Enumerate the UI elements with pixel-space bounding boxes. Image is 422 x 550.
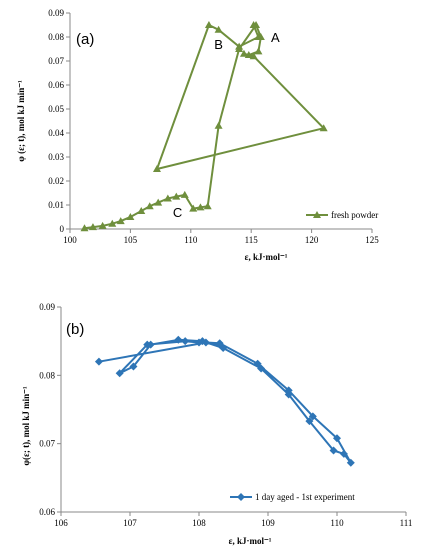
annotation-label: C (173, 205, 182, 220)
x-tick-label: 105 (124, 235, 138, 245)
legend-label-a: fresh powder (331, 210, 378, 220)
y-tick-label: 0.09 (48, 8, 64, 18)
data-point (329, 446, 338, 455)
data-point (181, 337, 190, 346)
x-tick-label: 107 (123, 518, 137, 528)
data-point (284, 386, 293, 395)
y-tick-label: 0.04 (48, 128, 64, 138)
y-tick-label: 0.06 (39, 507, 55, 517)
y-tick-label: 0.08 (39, 370, 55, 380)
chart-a: (a) 0 0.01 0.02 0.03 0.04 0.05 0.06 0.07 0.08 0.0… (16, 8, 379, 262)
x-tick-label: 111 (400, 518, 413, 528)
data-point (196, 203, 205, 211)
y-tick-label: 0.06 (48, 80, 64, 90)
data-point (129, 362, 138, 371)
data-point (239, 49, 248, 57)
data-point (154, 198, 163, 206)
annotation-label: A (271, 30, 280, 45)
data-point (249, 21, 258, 28)
data-point (152, 165, 161, 172)
data-point (254, 33, 263, 40)
data-point (339, 449, 348, 458)
legend-marker-a (313, 211, 321, 218)
x-tick-label: 100 (63, 235, 77, 245)
x-tick-label: 115 (245, 235, 259, 245)
panel-label-b: (b) (66, 321, 84, 338)
legend-label-b: 1 day aged - 1st experiment (255, 492, 355, 502)
plot-area-b (94, 335, 355, 467)
y-tick-label: 0.05 (48, 104, 64, 114)
y-tick-label: 0 (60, 224, 65, 234)
data-point (88, 223, 97, 231)
data-point (319, 124, 328, 132)
data-point (254, 47, 263, 55)
y-axis-label-a: φ (ε; t), mol kJ min⁻¹ (16, 80, 26, 162)
x-axis-a: 100 105 110 115 120 125 (63, 229, 379, 245)
y-tick-label: 0.09 (39, 302, 55, 312)
y-axis-a: 0 0.01 0.02 0.03 0.04 0.05 0.06 0.07 0.08 0.09 (48, 8, 70, 234)
data-point (235, 42, 244, 50)
data-point (249, 52, 258, 60)
y-tick-label: 0.03 (48, 152, 64, 162)
x-tick-label: 125 (365, 235, 379, 245)
x-axis-label-b: ε, kJ·mol⁻¹ (229, 536, 272, 546)
data-point (80, 224, 89, 232)
data-point (126, 213, 135, 220)
data-point (308, 412, 317, 421)
data-point (115, 369, 124, 378)
data-point (215, 340, 224, 349)
data-point (143, 340, 152, 349)
y-axis-label-b: φ(ε; t), mol kJ min⁻¹ (21, 386, 31, 465)
data-point (163, 194, 172, 202)
x-axis-label-a: ε, kJ·mol⁻¹ (245, 252, 288, 262)
y-tick-label: 0.01 (48, 200, 64, 210)
y-tick-label: 0.08 (48, 32, 64, 42)
x-tick-label: 110 (184, 235, 198, 245)
data-point (257, 364, 266, 373)
x-tick-label: 110 (330, 518, 344, 528)
data-point (333, 434, 341, 443)
plot-area-a (80, 21, 328, 232)
legend-marker-b (237, 493, 245, 501)
y-tick-label: 0.07 (39, 439, 55, 449)
y-tick-label: 0.02 (48, 176, 64, 186)
data-point (172, 192, 181, 200)
y-axis-b: 0.06 0.07 0.08 0.09 (39, 302, 61, 517)
data-point (174, 335, 183, 344)
data-point (346, 458, 355, 467)
data-point (284, 390, 293, 399)
data-point (253, 359, 262, 368)
x-tick-label: 120 (305, 235, 319, 245)
x-tick-label: 106 (54, 518, 68, 528)
data-point (203, 202, 212, 210)
data-point (137, 207, 146, 214)
x-tick-label: 108 (192, 518, 206, 528)
data-point (108, 219, 117, 227)
data-point (195, 338, 203, 347)
data-point (214, 25, 223, 33)
x-axis-b: 106 107 108 109 110 111 (54, 512, 412, 528)
data-point (98, 221, 107, 229)
panel-label-a: (a) (76, 31, 94, 48)
data-point (145, 202, 154, 210)
data-point (214, 121, 223, 129)
legend-a: fresh powder (306, 210, 378, 220)
annotations-a: A B C (173, 30, 280, 220)
data-point (204, 21, 213, 28)
data-point (116, 217, 125, 225)
annotation-label: B (214, 37, 223, 52)
data-point (189, 204, 198, 212)
data-point (305, 417, 314, 426)
series-line (84, 24, 325, 230)
legend-b: 1 day aged - 1st experiment (230, 492, 355, 502)
series-line (98, 338, 352, 464)
data-point (180, 190, 189, 198)
x-tick-label: 109 (261, 518, 275, 528)
y-tick-label: 0.07 (48, 56, 64, 66)
data-point (94, 357, 103, 366)
chart-b: (b) 0.060.070.080.09 106 107 108 109 110 111 … (21, 302, 412, 546)
